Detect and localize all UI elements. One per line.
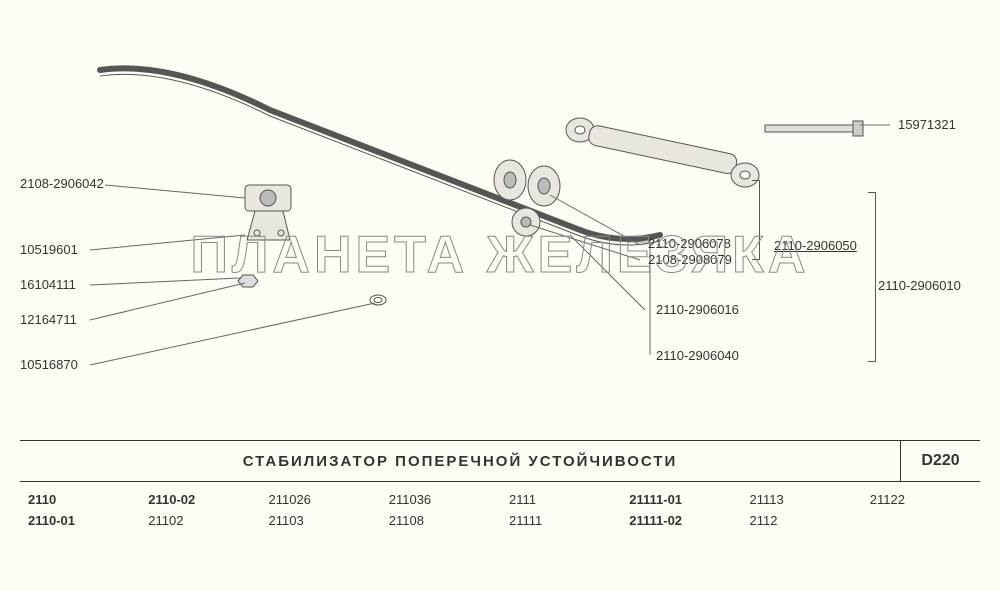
bracket-small bbox=[752, 180, 760, 260]
model-cell: 21122 bbox=[862, 492, 980, 507]
model-cell: 21111-02 bbox=[621, 513, 739, 528]
label-2110-2906050: 2110-2906050 bbox=[774, 238, 857, 253]
label-2110-2906016: 2110-2906016 bbox=[656, 302, 739, 317]
model-cell bbox=[862, 513, 980, 528]
models-table: Стабилизатор поперечной устойчивости D22… bbox=[20, 440, 980, 528]
model-cell: 21113 bbox=[742, 492, 860, 507]
label-16104111: 16104111 bbox=[20, 277, 76, 292]
model-cell: 211036 bbox=[381, 492, 499, 507]
models-grid: 21102110-02211026211036211121111-0121113… bbox=[20, 482, 980, 528]
label-2110-2906078: 2110-2906078 bbox=[648, 236, 731, 251]
model-cell: 2112 bbox=[742, 513, 860, 528]
model-cell: 21108 bbox=[381, 513, 499, 528]
parts-illustration bbox=[20, 20, 980, 420]
label-10516870: 10516870 bbox=[20, 357, 78, 372]
model-cell: 21103 bbox=[261, 513, 379, 528]
label-2110-2906010: 2110-2906010 bbox=[878, 278, 961, 293]
model-cell: 2111 bbox=[501, 492, 619, 507]
label-15971321: 15971321 bbox=[898, 117, 956, 132]
model-cell: 2110-02 bbox=[140, 492, 258, 507]
table-title: Стабилизатор поперечной устойчивости bbox=[20, 453, 900, 470]
model-cell: 21111 bbox=[501, 513, 619, 528]
table-code: D220 bbox=[900, 441, 980, 481]
label-12164711: 12164711 bbox=[20, 312, 77, 327]
table-header: Стабилизатор поперечной устойчивости D22… bbox=[20, 441, 980, 481]
label-2108-2908079: 2108-2908079 bbox=[648, 252, 732, 267]
model-cell: 2110-01 bbox=[20, 513, 138, 528]
diagram-area: 2108-2906042 10519601 16104111 12164711 … bbox=[20, 20, 980, 420]
bracket-large bbox=[868, 192, 876, 362]
model-cell: 21111-01 bbox=[621, 492, 739, 507]
label-10519601: 10519601 bbox=[20, 242, 78, 257]
model-cell: 21102 bbox=[140, 513, 258, 528]
label-2110-2906040: 2110-2906040 bbox=[656, 348, 739, 363]
model-cell: 211026 bbox=[261, 492, 379, 507]
model-cell: 2110 bbox=[20, 492, 138, 507]
label-2108-2906042: 2108-2906042 bbox=[20, 176, 104, 191]
